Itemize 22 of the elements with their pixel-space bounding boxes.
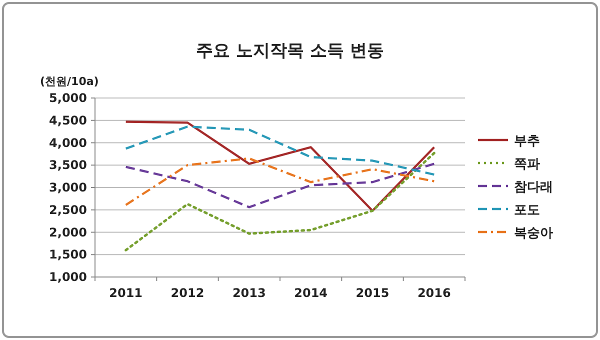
y-tick-label: 1,500 <box>49 248 87 262</box>
y-tick-label: 2,000 <box>49 225 87 240</box>
legend-label: 부추 <box>514 134 540 149</box>
y-tick-label: 3,000 <box>49 180 87 194</box>
legend-label: 복숭아 <box>514 226 553 241</box>
y-tick-label: 3,500 <box>49 158 87 172</box>
legend-label: 참다래 <box>514 180 553 195</box>
y-axis-title: (천원/10a) <box>40 75 99 88</box>
y-tick-label: 4,000 <box>49 136 87 150</box>
x-tick-label: 2016 <box>417 286 451 300</box>
legend-label: 포도 <box>514 203 540 218</box>
y-tick-label: 4,500 <box>49 113 87 128</box>
x-tick-label: 2013 <box>232 286 266 300</box>
x-tick-label: 2014 <box>294 286 328 300</box>
y-tick-label: 2,500 <box>49 202 87 217</box>
y-tick-label: 1,000 <box>49 270 87 284</box>
x-tick-label: 2015 <box>356 286 390 300</box>
legend-label: 쪽파 <box>514 157 540 172</box>
x-tick-label: 2012 <box>170 286 204 300</box>
x-tick-label: 2011 <box>109 286 143 300</box>
chart-title: 주요 노지작목 소득 변동 <box>196 41 384 61</box>
y-tick-label: 5,000 <box>49 91 87 105</box>
